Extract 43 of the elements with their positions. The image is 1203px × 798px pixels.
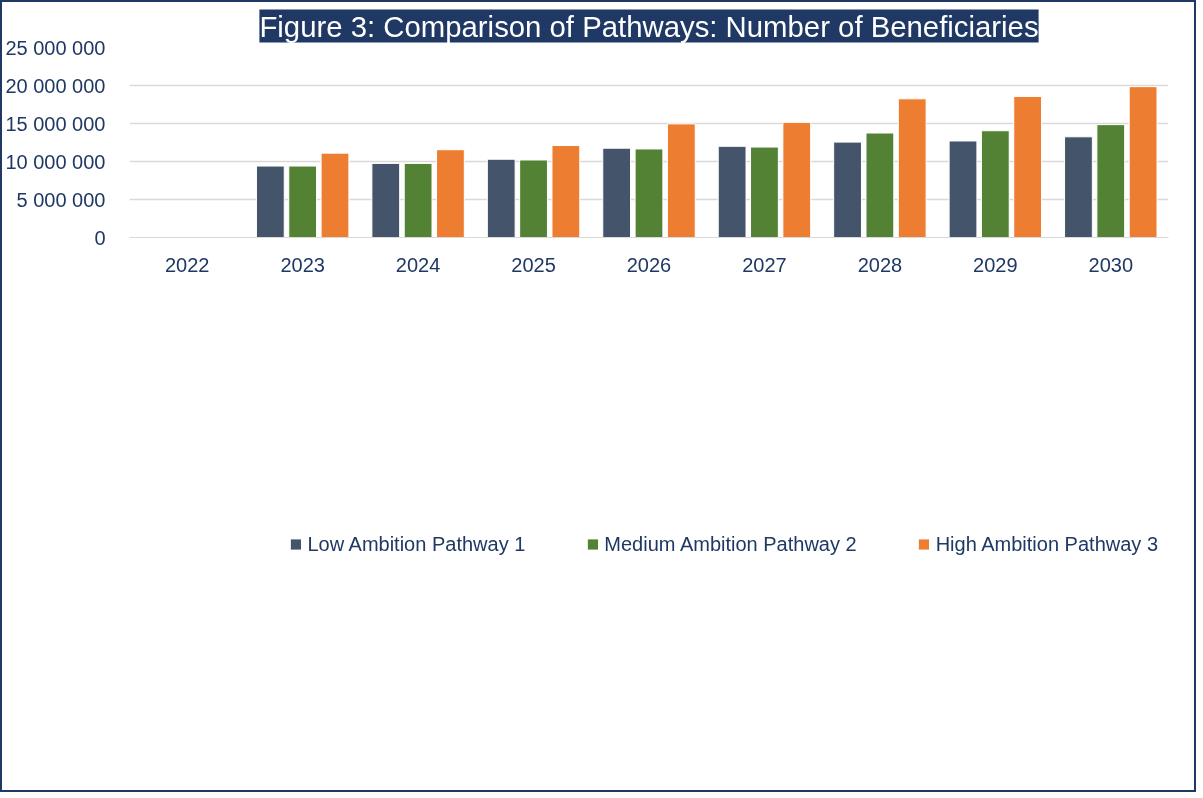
bar — [602, 147, 632, 238]
bar — [371, 162, 401, 238]
bar — [288, 165, 318, 238]
x-tick-label: 2026 — [626, 253, 672, 276]
y-tick-label: 15 000 000 — [5, 112, 106, 135]
chart-title: Figure 3: Comparison of Pathways: Number of Beneficiaries — [259, 9, 1039, 43]
bar — [782, 121, 812, 238]
bar — [436, 149, 465, 238]
y-tick-label: 0 — [94, 226, 106, 249]
bar — [255, 165, 285, 238]
bar — [1096, 124, 1126, 238]
bar — [833, 141, 862, 238]
x-tick-label: 2028 — [857, 253, 903, 276]
bar — [717, 145, 747, 238]
bar — [486, 158, 516, 238]
y-tick-label: 5 000 000 — [16, 188, 106, 211]
legend-label: Medium Ambition Pathway 2 — [604, 532, 857, 556]
y-tick-label: 20 000 000 — [5, 74, 106, 97]
bar — [1128, 86, 1158, 238]
x-tick-label: 2023 — [280, 253, 325, 276]
bar — [750, 146, 779, 238]
y-tick-label: 10 000 000 — [5, 150, 106, 173]
bar — [551, 145, 581, 238]
bar — [865, 132, 895, 238]
bar — [980, 130, 1010, 238]
bar — [948, 140, 978, 238]
bar — [1064, 136, 1093, 238]
legend-label: High Ambition Pathway 3 — [935, 532, 1158, 556]
x-tick-label: 2022 — [164, 253, 210, 276]
x-tick-label: 2030 — [1088, 253, 1134, 276]
bar — [634, 148, 664, 238]
bar — [320, 152, 350, 238]
legend-label: Low Ambition Pathway 1 — [307, 532, 526, 556]
x-tick-label: 2027 — [742, 253, 787, 276]
bar — [519, 159, 548, 238]
bar — [897, 98, 927, 238]
y-tick-label: 25 000 000 — [5, 36, 106, 59]
x-tick-label: 2025 — [511, 253, 556, 276]
bar — [666, 123, 696, 238]
x-tick-label: 2029 — [973, 253, 1018, 276]
x-tick-label: 2024 — [395, 253, 441, 276]
bar — [403, 162, 433, 238]
bar — [1013, 96, 1043, 238]
